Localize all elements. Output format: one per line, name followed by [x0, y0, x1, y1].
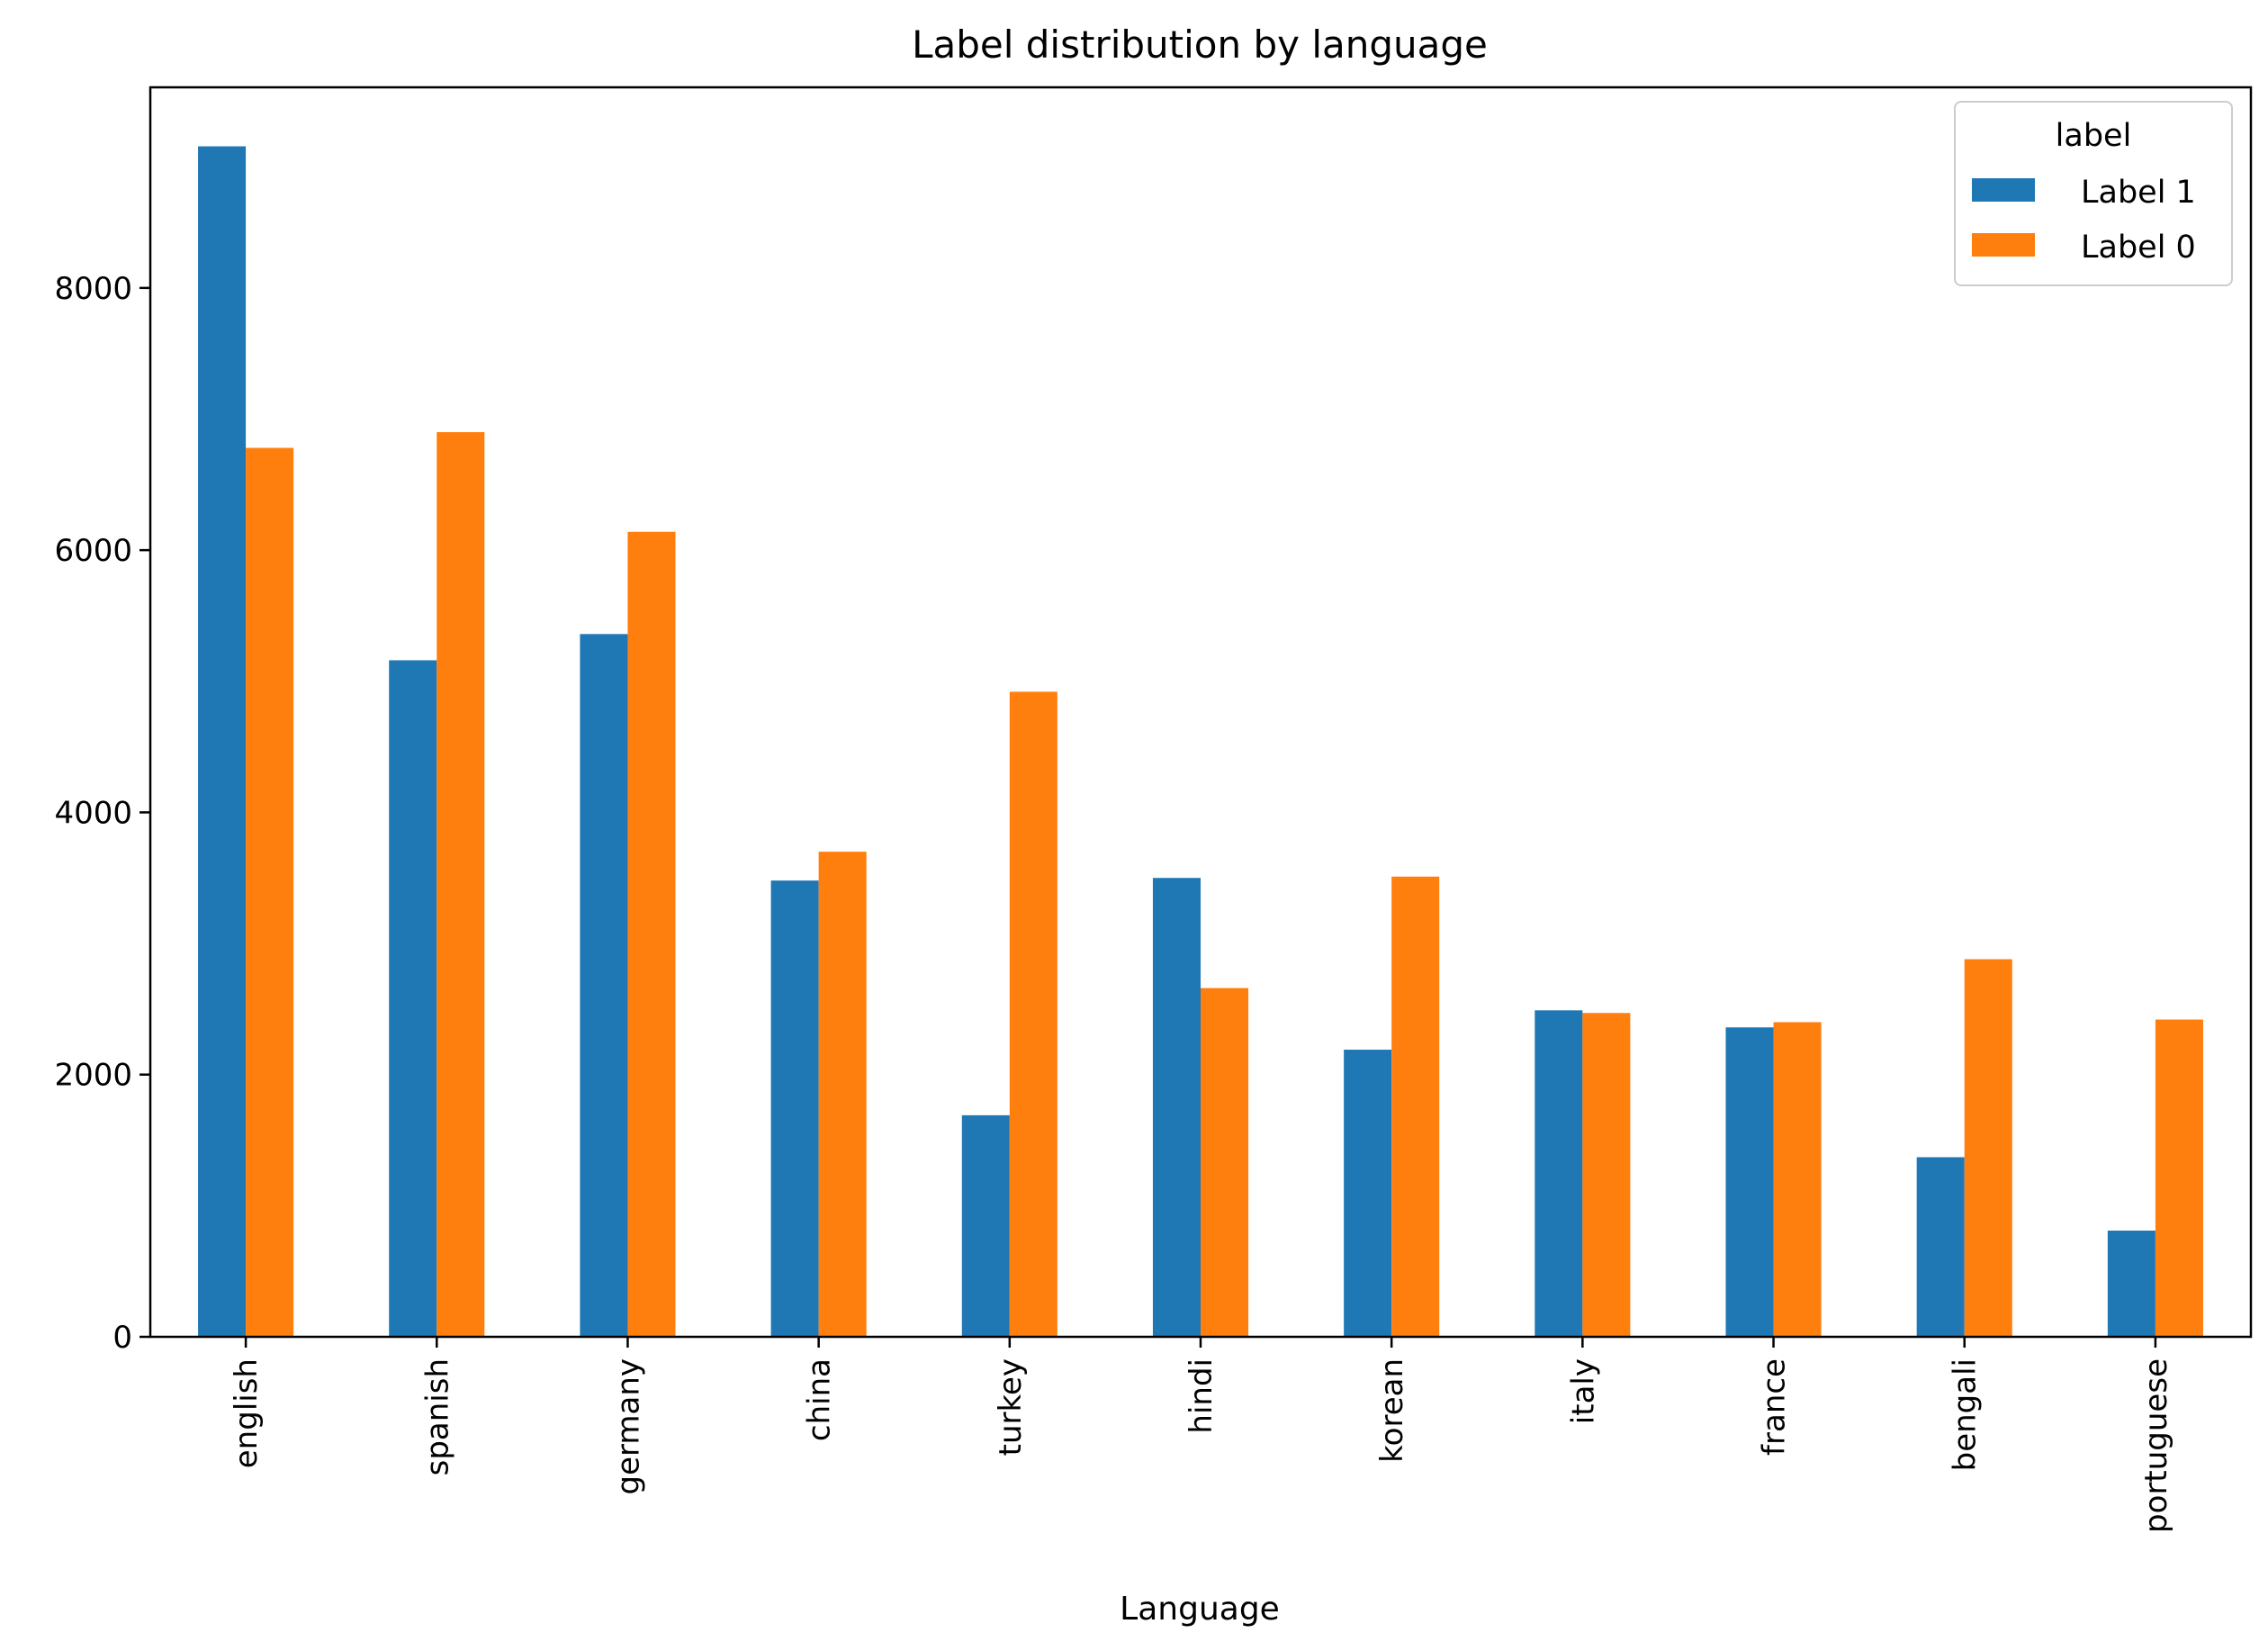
x-tick-label-korean: korean [1374, 1358, 1410, 1463]
chart-title: Label distribution by language [912, 23, 1488, 67]
x-tick-label-spanish: spanish [419, 1358, 455, 1475]
bar-english-label-1 [198, 146, 247, 1337]
x-tick-label-france: france [1757, 1358, 1793, 1456]
bar-bengali-label-0 [1964, 959, 2012, 1337]
bar-portuguese-label-1 [2107, 1231, 2156, 1337]
y-axis-ticks: 0 2000 4000 6000 8000 [54, 271, 150, 1356]
plot-frame [148, 86, 2253, 1339]
bar-france-label-1 [1725, 1027, 1774, 1337]
x-tick-label-english: english [229, 1358, 265, 1468]
bar-china-label-1 [770, 880, 819, 1337]
bar-english-label-0 [246, 447, 294, 1337]
bar-germany-label-1 [580, 634, 628, 1337]
x-tick-label-china: china [802, 1358, 838, 1441]
y-tick-label: 6000 [54, 533, 132, 569]
x-tick-label-turkey: turkey [993, 1358, 1029, 1456]
y-tick-label: 4000 [54, 795, 132, 831]
x-axis-ticks: english spanish germany china turkey hindi kor… [229, 1337, 2174, 1533]
bar-france-label-0 [1773, 1022, 1822, 1337]
bar-portuguese-label-0 [2155, 1019, 2203, 1337]
bar-turkey-label-0 [1009, 691, 1058, 1337]
legend-swatch-label-1 [1972, 178, 2035, 202]
legend-label-1: Label 1 [2081, 175, 2196, 211]
legend-title: label [2056, 118, 2132, 154]
y-tick-label: 0 [112, 1320, 132, 1356]
bar-italy-label-1 [1534, 1010, 1583, 1337]
x-tick-label-hindi: hindi [1184, 1358, 1220, 1434]
bar-hindi-label-1 [1152, 878, 1201, 1337]
legend: label Label 1 Label 0 [1954, 101, 2233, 286]
bar-hindi-label-0 [1201, 988, 1249, 1337]
x-tick-label-portuguese: portuguese [2138, 1358, 2174, 1533]
bar-china-label-0 [818, 852, 867, 1337]
legend-swatch-label-0 [1972, 233, 2035, 257]
y-tick-label: 8000 [54, 271, 132, 307]
x-tick-label-italy: italy [1565, 1358, 1601, 1424]
bar-turkey-label-1 [961, 1114, 1010, 1337]
bars-group [198, 146, 2203, 1337]
x-tick-label-bengali: bengali [1948, 1358, 1984, 1471]
bar-germany-label-0 [627, 531, 676, 1337]
bar-korean-label-1 [1344, 1050, 1392, 1337]
bar-spanish-label-1 [389, 660, 437, 1337]
bar-korean-label-0 [1391, 876, 1440, 1337]
x-tick-label-germany: germany [610, 1358, 646, 1495]
bar-bengali-label-1 [1916, 1157, 1965, 1337]
bar-spanish-label-0 [436, 432, 485, 1337]
bar-italy-label-0 [1582, 1013, 1631, 1337]
x-axis-label: Language [1120, 1591, 1280, 1628]
y-tick-label: 2000 [54, 1058, 132, 1094]
legend-label-0: Label 0 [2081, 230, 2196, 266]
